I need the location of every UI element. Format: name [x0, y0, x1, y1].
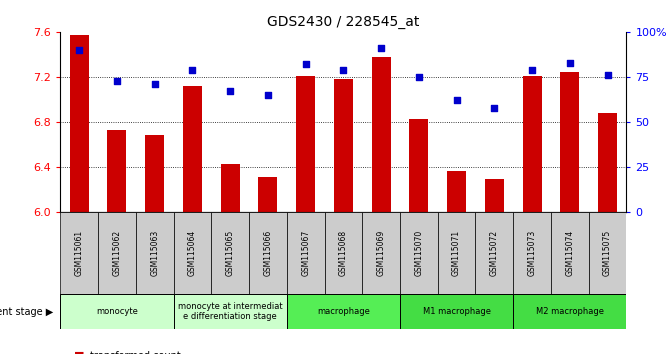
Bar	[211, 212, 249, 294]
Bar	[362, 212, 400, 294]
Text: GSM115073: GSM115073	[527, 230, 537, 276]
Text: GSM115071: GSM115071	[452, 230, 461, 276]
Point	[263, 92, 273, 98]
Text: transformed count: transformed count	[90, 351, 181, 354]
Bar	[60, 212, 98, 294]
Text: GSM115064: GSM115064	[188, 230, 197, 276]
Bar	[259, 177, 277, 212]
Point	[112, 78, 123, 84]
Text: GSM115062: GSM115062	[113, 230, 121, 276]
Title: GDS2430 / 228545_at: GDS2430 / 228545_at	[267, 16, 419, 29]
Text: monocyte: monocyte	[96, 307, 138, 316]
Point	[565, 60, 576, 65]
Text: GSM115068: GSM115068	[339, 230, 348, 276]
Bar	[372, 57, 391, 212]
Text: development stage ▶: development stage ▶	[0, 307, 54, 316]
Text: ■: ■	[74, 351, 84, 354]
Bar	[551, 212, 589, 294]
Text: M1 macrophage: M1 macrophage	[423, 307, 490, 316]
Bar	[136, 212, 174, 294]
Bar	[513, 294, 626, 329]
Bar	[296, 76, 315, 212]
Text: GSM115067: GSM115067	[301, 230, 310, 276]
Bar	[485, 178, 504, 212]
Point	[452, 98, 462, 103]
Point	[376, 45, 387, 51]
Point	[149, 81, 160, 87]
Point	[74, 47, 84, 53]
Bar	[174, 294, 287, 329]
Text: GSM115066: GSM115066	[263, 230, 273, 276]
Bar	[249, 212, 287, 294]
Bar	[287, 212, 324, 294]
Bar	[107, 130, 127, 212]
Bar	[400, 294, 513, 329]
Text: GSM115063: GSM115063	[150, 230, 159, 276]
Point	[602, 72, 613, 78]
Bar	[560, 73, 580, 212]
Bar	[60, 294, 174, 329]
Bar	[476, 212, 513, 294]
Point	[489, 105, 500, 110]
Text: M2 macrophage: M2 macrophage	[536, 307, 604, 316]
Bar	[287, 294, 400, 329]
Point	[187, 67, 198, 73]
Bar	[409, 119, 428, 212]
Bar	[598, 113, 617, 212]
Bar	[174, 212, 211, 294]
Text: macrophage: macrophage	[317, 307, 370, 316]
Text: GSM115070: GSM115070	[414, 230, 423, 276]
Text: monocyte at intermediat
e differentiation stage: monocyte at intermediat e differentiatio…	[178, 302, 283, 321]
Point	[338, 67, 349, 73]
Bar	[145, 135, 164, 212]
Text: GSM115072: GSM115072	[490, 230, 499, 276]
Bar	[334, 79, 353, 212]
Bar	[438, 212, 476, 294]
Point	[225, 88, 236, 94]
Bar	[447, 171, 466, 212]
Point	[413, 74, 424, 80]
Text: GSM115069: GSM115069	[377, 230, 386, 276]
Point	[527, 67, 537, 73]
Text: GSM115075: GSM115075	[603, 230, 612, 276]
Text: GSM115065: GSM115065	[226, 230, 234, 276]
Bar	[523, 76, 541, 212]
Bar	[513, 212, 551, 294]
Bar	[98, 212, 136, 294]
Bar	[400, 212, 438, 294]
Bar	[324, 212, 362, 294]
Bar	[183, 86, 202, 212]
Text: GSM115074: GSM115074	[565, 230, 574, 276]
Point	[300, 62, 311, 67]
Bar	[589, 212, 626, 294]
Text: GSM115061: GSM115061	[74, 230, 84, 276]
Bar	[220, 164, 240, 212]
Bar	[70, 35, 88, 212]
